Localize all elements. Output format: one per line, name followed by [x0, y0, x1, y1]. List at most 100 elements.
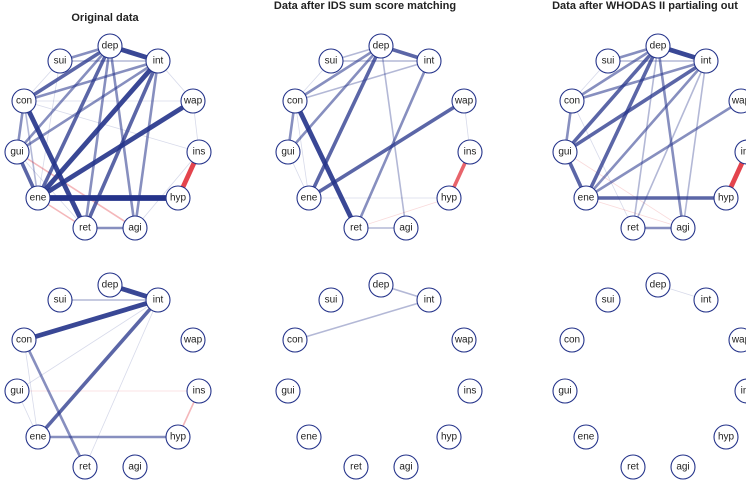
node-circle-ins — [734, 139, 746, 165]
node-circle-wap — [180, 327, 206, 353]
node-ret: ret — [343, 454, 369, 480]
edge-int-ene — [36, 298, 160, 439]
node-circle-ins — [186, 378, 212, 404]
node-label-agi: agi — [399, 462, 412, 473]
node-label-con: con — [564, 335, 580, 346]
node-dep: dep — [97, 272, 123, 298]
node-label-int: int — [153, 295, 164, 306]
edge-dep-gui — [15, 44, 112, 154]
node-circle-ins — [734, 378, 746, 404]
edge-int-gui — [563, 59, 708, 154]
node-label-ins: ins — [193, 147, 206, 158]
node-ene: ene — [25, 185, 51, 211]
node-dep: dep — [368, 272, 394, 298]
node-circle-con — [559, 327, 585, 353]
edge-gui-agi — [564, 151, 684, 229]
node-label-ins: ins — [741, 147, 746, 158]
node-ins: ins — [186, 139, 212, 165]
node-label-con: con — [16, 96, 32, 107]
node-ins: ins — [186, 378, 212, 404]
node-circle-ret — [343, 215, 369, 241]
node-hyp: hyp — [165, 185, 191, 211]
node-ene: ene — [573, 185, 599, 211]
node-hyp: hyp — [165, 424, 191, 450]
node-ret: ret — [620, 454, 646, 480]
node-circle-hyp — [713, 185, 739, 211]
node-circle-ret — [72, 215, 98, 241]
node-circle-agi — [393, 215, 419, 241]
node-int: int — [416, 287, 442, 313]
node-circle-ene — [25, 185, 51, 211]
node-label-sui: sui — [54, 56, 67, 67]
node-wap: wap — [451, 88, 477, 114]
edge-dep-agi — [380, 45, 407, 229]
node-circle-sui — [595, 48, 621, 74]
node-label-int: int — [701, 56, 712, 67]
node-label-agi: agi — [676, 223, 689, 234]
edge-dep-gui — [286, 44, 383, 154]
network-panel-2: dep int wap ins hyp agi ret ene gui con sui — [275, 33, 483, 241]
node-label-int: int — [153, 56, 164, 67]
edge-int-con — [294, 60, 430, 102]
node-con: con — [11, 88, 37, 114]
node-label-hyp: hyp — [441, 193, 458, 204]
node-label-con: con — [287, 335, 303, 346]
edge-wap-ene — [35, 98, 196, 201]
node-label-agi: agi — [399, 223, 412, 234]
node-gui: gui — [275, 378, 301, 404]
node-label-sui: sui — [54, 295, 67, 306]
node-label-gui: gui — [10, 147, 23, 158]
node-label-dep: dep — [650, 280, 667, 291]
node-circle-ene — [573, 185, 599, 211]
node-con: con — [11, 327, 37, 353]
node-circle-sui — [47, 287, 73, 313]
node-sui: sui — [318, 287, 344, 313]
node-circle-ene — [296, 185, 322, 211]
node-label-ret: ret — [627, 462, 639, 473]
node-wap: wap — [728, 327, 746, 353]
panel-title-original: Original data — [71, 12, 139, 24]
node-con: con — [282, 327, 308, 353]
node-label-con: con — [287, 96, 303, 107]
node-label-ret: ret — [79, 462, 91, 473]
node-ret: ret — [620, 215, 646, 241]
node-label-dep: dep — [650, 41, 667, 52]
node-circle-con — [282, 327, 308, 353]
edge-sui-ene — [37, 60, 61, 199]
edge-wap-ene — [584, 99, 743, 200]
edge-int-con — [294, 299, 430, 341]
node-dep: dep — [368, 33, 394, 59]
node-label-wap: wap — [731, 96, 746, 107]
node-label-int: int — [701, 295, 712, 306]
node-label-ret: ret — [627, 223, 639, 234]
network-panel-4: dep int wap ins hyp agi ret ene gui con sui — [4, 272, 212, 480]
edge-con-ene — [23, 100, 39, 199]
node-label-gui: gui — [281, 147, 294, 158]
node-label-sui: sui — [602, 56, 615, 67]
node-ene: ene — [573, 424, 599, 450]
node-wap: wap — [728, 88, 746, 114]
node-circle-gui — [552, 378, 578, 404]
node-hyp: hyp — [436, 424, 462, 450]
node-circle-ret — [72, 454, 98, 480]
node-gui: gui — [275, 139, 301, 165]
node-circle-gui — [275, 139, 301, 165]
node-circle-agi — [670, 454, 696, 480]
node-agi: agi — [393, 454, 419, 480]
node-label-wap: wap — [454, 335, 474, 346]
node-circle-gui — [275, 378, 301, 404]
node-ret: ret — [72, 454, 98, 480]
node-circle-hyp — [436, 424, 462, 450]
node-circle-ene — [296, 424, 322, 450]
node-circle-int — [693, 48, 719, 74]
node-circle-sui — [47, 48, 73, 74]
node-label-ins: ins — [464, 147, 477, 158]
edge-con-ret — [292, 98, 359, 231]
node-int: int — [416, 48, 442, 74]
node-sui: sui — [318, 48, 344, 74]
node-con: con — [282, 88, 308, 114]
node-circle-con — [559, 88, 585, 114]
node-ins: ins — [734, 378, 746, 404]
node-circle-ins — [457, 378, 483, 404]
